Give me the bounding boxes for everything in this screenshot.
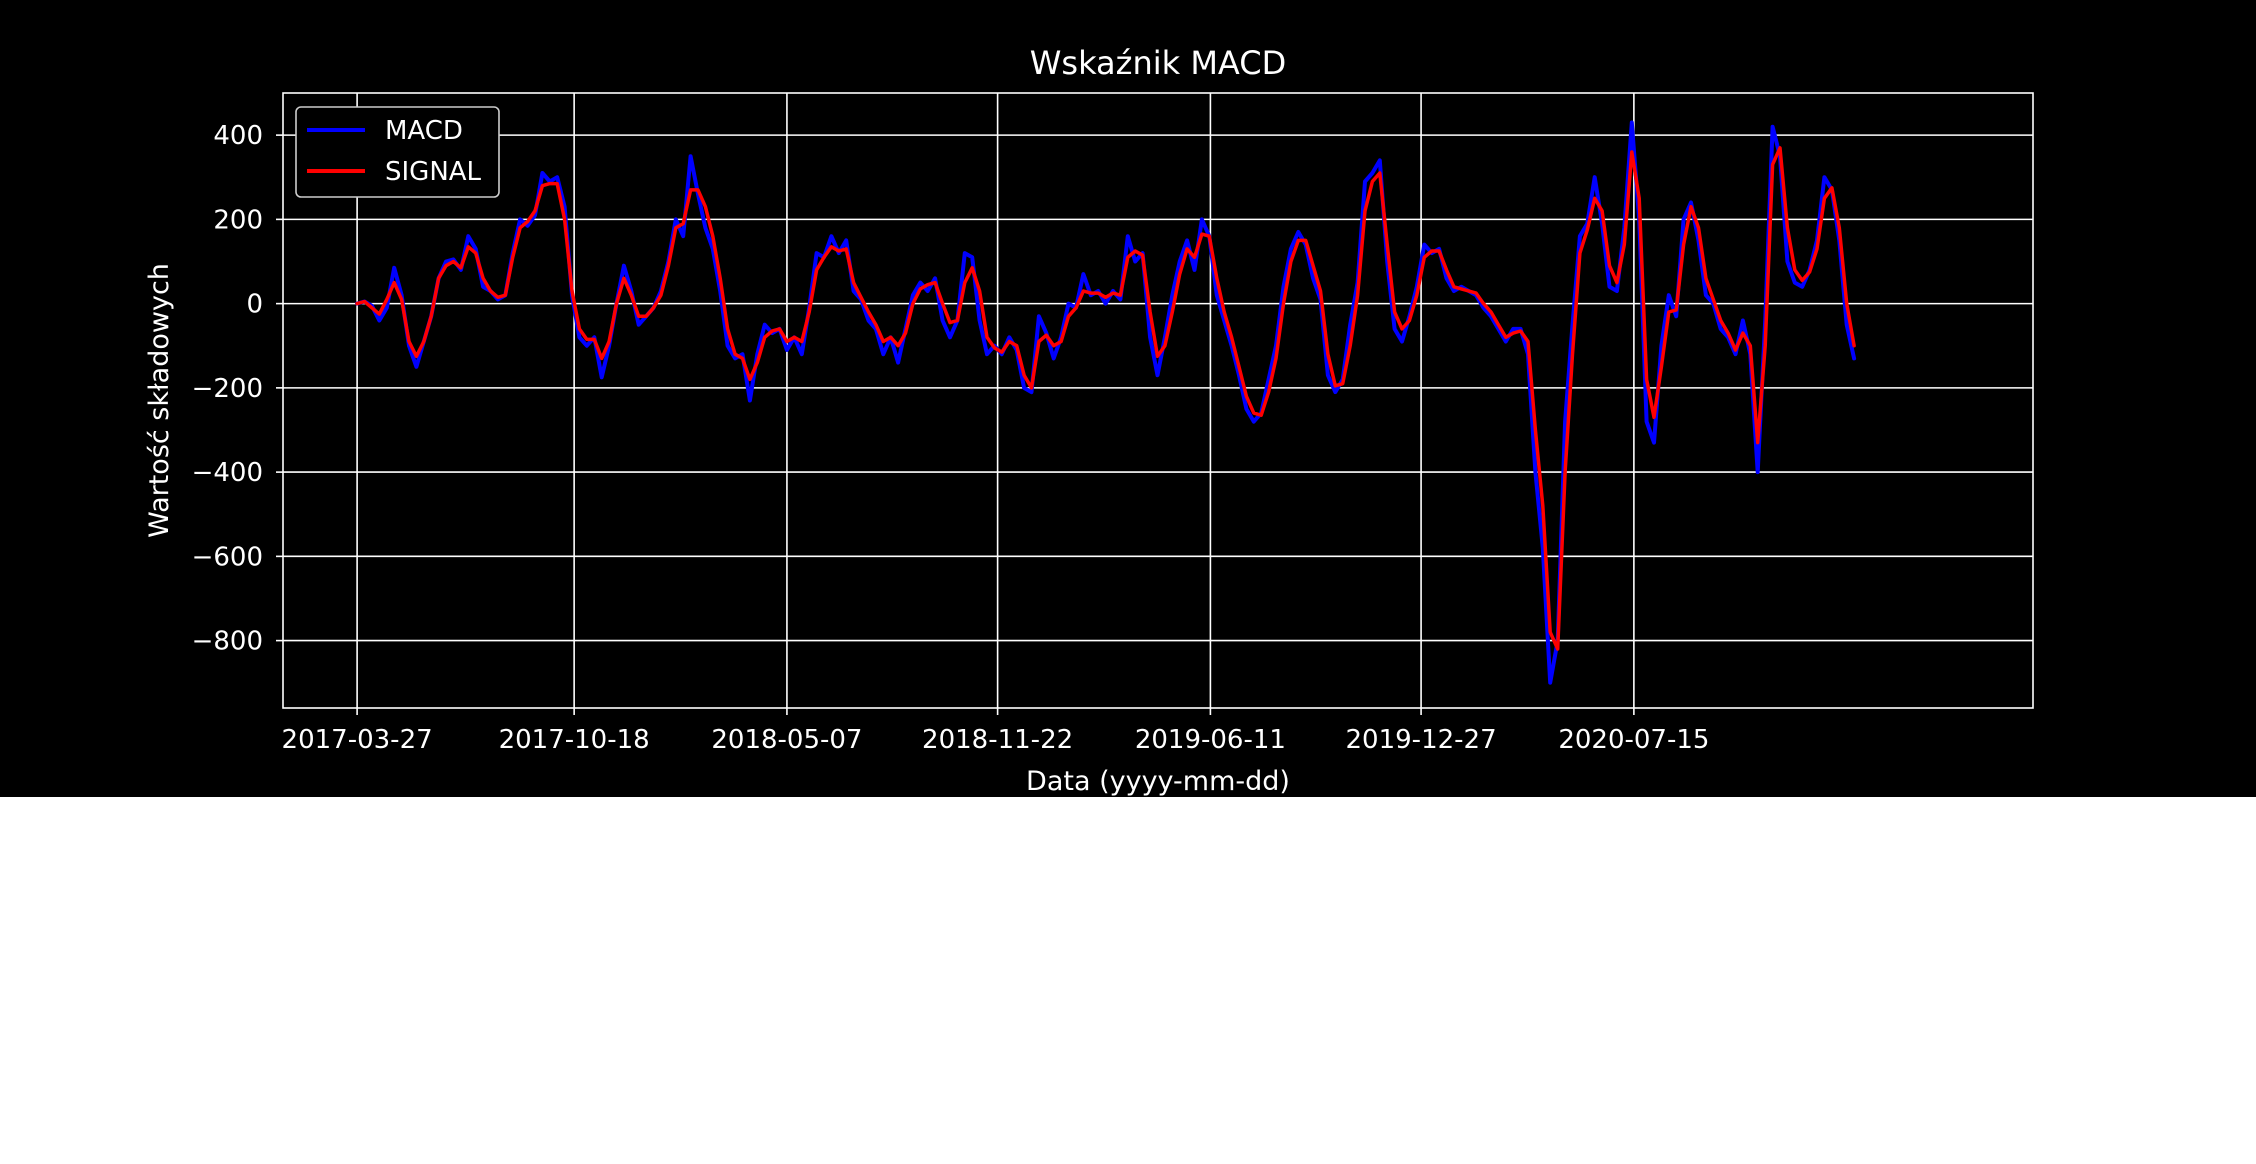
legend: MACD SIGNAL [295, 106, 500, 198]
y-tick-label: −600 [192, 542, 263, 572]
y-tick-label: 400 [213, 121, 263, 151]
plot-area-frame [282, 92, 2034, 709]
x-tick-label: 2017-03-27 [282, 725, 433, 755]
x-axis-ticks: 2017-03-27 2017-10-18 2018-05-07 2018-11-22… [282, 708, 1709, 755]
x-tick-label: 2019-12-27 [1346, 725, 1497, 755]
y-axis-label: Wartość składowych [144, 263, 175, 538]
chart-figure: 2017-03-27 2017-10-18 2018-05-07 2018-11-22… [0, 0, 2256, 797]
series-line-macd [355, 120, 1857, 685]
legend-label-signal: SIGNAL [385, 157, 482, 187]
series-lines [355, 120, 1857, 685]
x-tick-label: 2018-05-07 [711, 725, 862, 755]
macd-chart: 2017-03-27 2017-10-18 2018-05-07 2018-11-22… [144, 44, 2034, 797]
x-axis-label: Data (yyyy-mm-dd) [1026, 766, 1290, 797]
series-line-signal [355, 146, 1856, 651]
y-tick-label: −800 [192, 627, 263, 657]
x-tick-label: 2018-11-22 [922, 725, 1073, 755]
grid [283, 93, 2033, 708]
x-tick-label: 2017-10-18 [499, 725, 650, 755]
y-tick-label: −200 [192, 374, 263, 404]
x-tick-label: 2020-07-15 [1558, 725, 1709, 755]
y-tick-label: 200 [213, 205, 263, 235]
y-tick-label: 0 [246, 290, 263, 320]
chart-title: Wskaźnik MACD [1030, 44, 1286, 82]
legend-label-macd: MACD [385, 116, 463, 146]
y-axis-ticks: 400 200 0 −200 −400 −600 −800 [192, 121, 283, 657]
y-tick-label: −400 [192, 458, 263, 488]
x-tick-label: 2019-06-11 [1135, 725, 1286, 755]
